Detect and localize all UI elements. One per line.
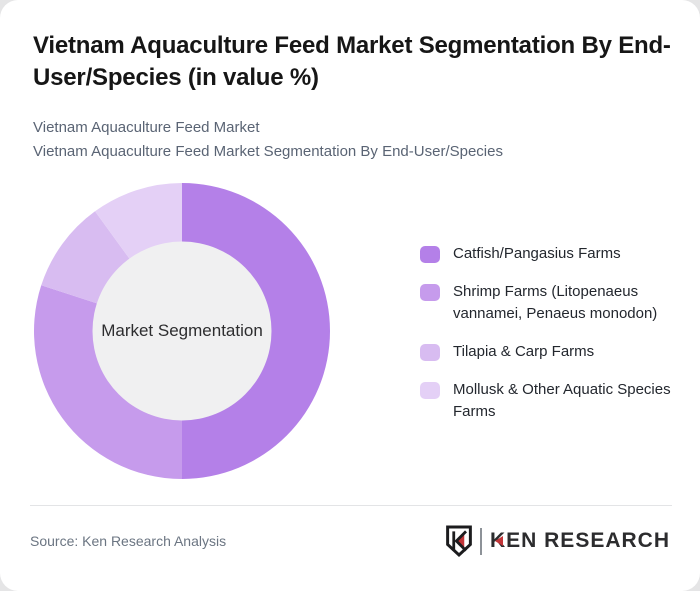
legend-swatch-icon (420, 284, 440, 301)
legend-item-0: Catfish/Pangasius Farms (420, 243, 674, 265)
ken-research-shield-icon (446, 525, 472, 558)
logo-wordmark-text: KEN RESEARCH (489, 529, 670, 552)
legend-item-1: Shrimp Farms (Litopenaeus vannamei, Pena… (420, 281, 674, 325)
legend-item-2: Tilapia & Carp Farms (420, 341, 674, 363)
donut-chart-svg (34, 183, 330, 479)
donut-inner-circle (92, 241, 272, 421)
donut-chart (34, 183, 330, 479)
subtitle-line-2: Vietnam Aquaculture Feed Market Segmenta… (33, 143, 503, 160)
donut-slice-0 (182, 183, 330, 479)
subtitle-line-1: Vietnam Aquaculture Feed Market (33, 119, 260, 136)
chart-title: Vietnam Aquaculture Feed Market Segmenta… (33, 32, 671, 92)
legend-label: Catfish/Pangasius Farms (453, 245, 621, 262)
source-text: Source: Ken Research Analysis (30, 533, 227, 549)
donut-center-label: Market Segmentation (101, 321, 263, 340)
logo-divider-bar (479, 527, 482, 555)
legend-label: Shrimp Farms (Litopenaeus vannamei, Pena… (453, 283, 658, 322)
donut-slice-2 (41, 211, 130, 304)
chart-legend: Catfish/Pangasius Farms Shrimp Farms (Lit… (420, 243, 674, 439)
footer-divider (30, 505, 672, 506)
legend-swatch-icon (420, 246, 440, 263)
logo-k-red-triangle-icon (494, 536, 503, 546)
legend-label: Tilapia & Carp Farms (453, 343, 595, 360)
donut-slice-3 (95, 183, 182, 259)
legend-item-3: Mollusk & Other Aquatic Species Farms (420, 379, 674, 423)
legend-swatch-icon (420, 382, 440, 399)
donut-slice-1 (34, 285, 182, 479)
chart-subtitle: Vietnam Aquaculture Feed Market Vietnam … (33, 116, 503, 164)
legend-swatch-icon (420, 344, 440, 361)
ken-research-logo: KEN RESEARCH (445, 524, 670, 558)
legend-label: Mollusk & Other Aquatic Species Farms (453, 381, 671, 420)
logo-wordmark: KEN RESEARCH (490, 529, 670, 553)
